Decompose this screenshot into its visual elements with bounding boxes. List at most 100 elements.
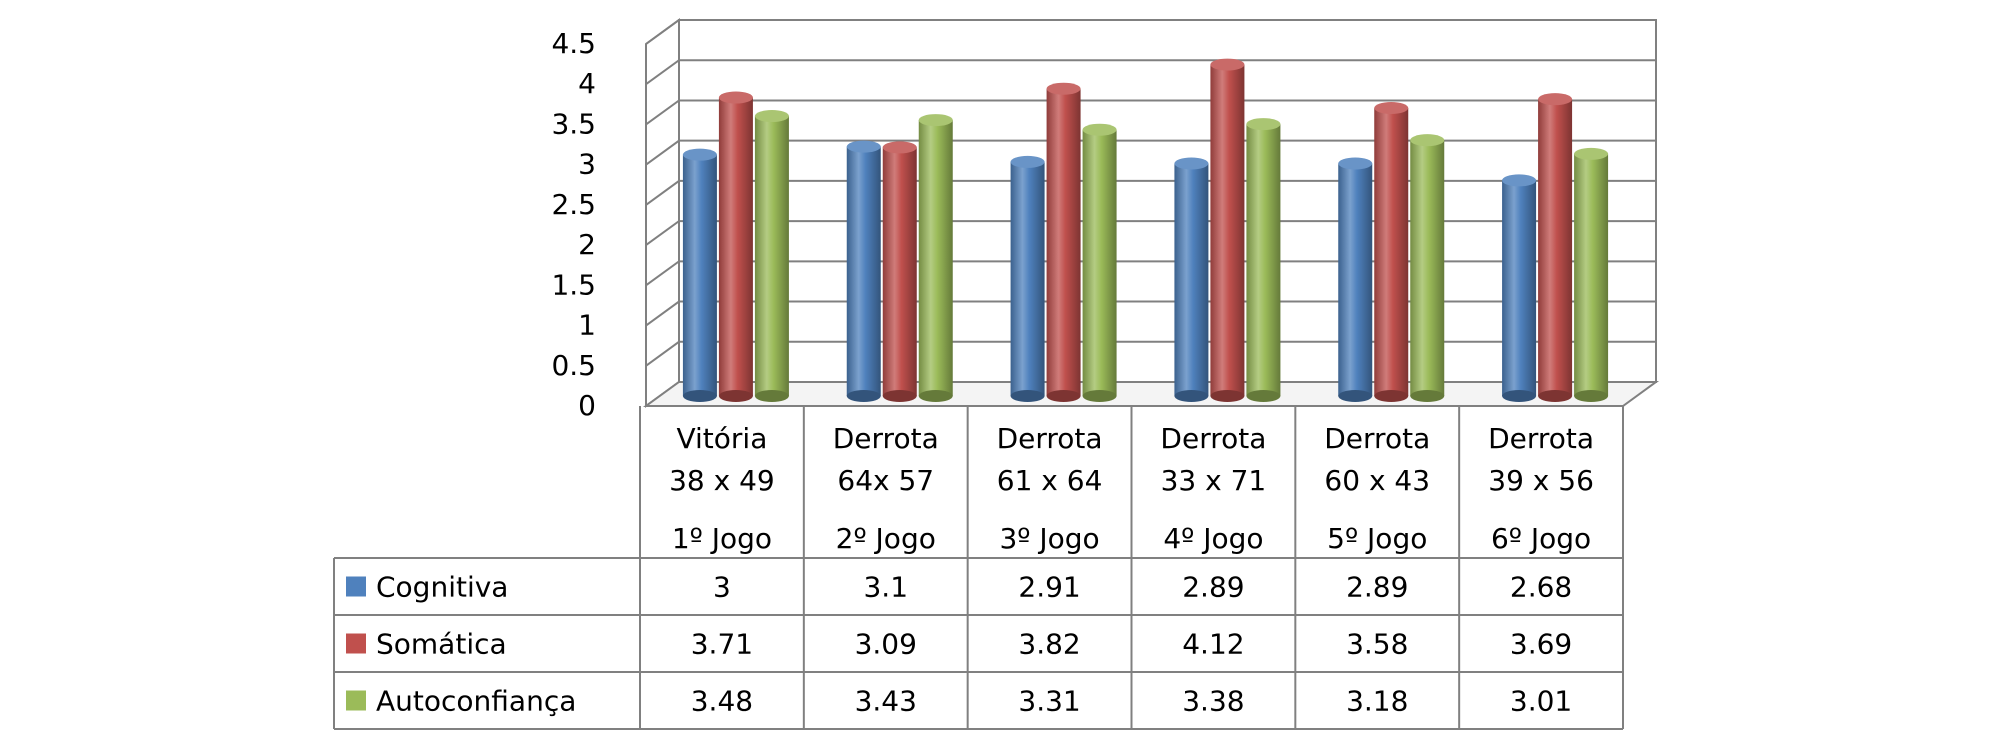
bar-cap-autoconfiança xyxy=(754,110,789,123)
bar-base-somática xyxy=(882,390,917,402)
bar-cap-cognitiva xyxy=(1010,155,1045,168)
y-tick-label: 3 xyxy=(578,148,596,181)
bar-cognitiva xyxy=(846,146,881,396)
bar-base-autoconfiança xyxy=(918,390,953,402)
bar-base-autoconfiança xyxy=(754,390,789,402)
y-tick-label: 2 xyxy=(578,228,596,261)
bar-cap-autoconfiança xyxy=(1246,118,1281,131)
x-category-label: 1º Jogo xyxy=(672,522,772,555)
x-category-label: Derrota xyxy=(997,422,1103,455)
bar-autoconfiança xyxy=(1574,153,1609,396)
legend-label: Cognitiva xyxy=(376,571,508,604)
bar-base-somática xyxy=(1374,390,1409,402)
data-value-label: 3.31 xyxy=(1018,685,1080,718)
legend-label: Autoconfiança xyxy=(376,685,576,718)
data-value-label: 4.12 xyxy=(1182,628,1244,661)
x-category-label: Derrota xyxy=(833,422,939,455)
gridline xyxy=(645,220,1656,246)
bar-autoconfiança xyxy=(1082,129,1117,396)
legend-label: Somática xyxy=(376,628,507,661)
y-tick-label: 4 xyxy=(578,67,596,100)
bar-base-somática xyxy=(718,390,753,402)
bar-somática xyxy=(882,147,917,396)
bar-base-cognitiva xyxy=(846,390,881,402)
legend-key-somática xyxy=(346,633,366,654)
bar-cap-somática xyxy=(1374,102,1409,115)
gridline xyxy=(645,340,1656,367)
bar-base-cognitiva xyxy=(1174,390,1209,402)
y-tick-label: 1 xyxy=(578,309,596,342)
bar-somática xyxy=(1210,64,1245,397)
data-value-label: 3.48 xyxy=(691,685,753,718)
bar-autoconfiança xyxy=(918,120,953,396)
bar-base-cognitiva xyxy=(1502,390,1537,402)
x-category-label: 33 x 71 xyxy=(1161,464,1267,497)
bar-somática xyxy=(718,97,753,396)
data-value-label: 3.38 xyxy=(1182,685,1244,718)
bar-cap-somática xyxy=(1046,82,1081,95)
bar-somática xyxy=(1046,88,1081,397)
x-category-label: Derrota xyxy=(1324,422,1430,455)
bar-autoconfiança xyxy=(1410,140,1445,396)
bar-base-autoconfiança xyxy=(1410,390,1445,402)
gridline xyxy=(645,59,1656,86)
bar-cognitiva xyxy=(1338,163,1373,396)
bar-cap-cognitiva xyxy=(682,148,717,161)
legend-key-autoconfiança xyxy=(346,690,366,711)
data-value-label: 3.01 xyxy=(1510,685,1572,718)
data-value-label: 3.58 xyxy=(1346,628,1408,661)
x-category-label: 2º Jogo xyxy=(836,522,936,555)
bar-cap-autoconfiança xyxy=(1082,123,1117,136)
bar-autoconfiança xyxy=(754,116,789,396)
data-value-label: 3.1 xyxy=(863,571,908,604)
y-tick-label: 1.5 xyxy=(551,268,596,301)
data-value-label: 2.91 xyxy=(1018,571,1080,604)
bar-cap-somática xyxy=(1538,93,1573,106)
x-category-label: 3º Jogo xyxy=(999,522,1099,555)
x-category-label: 61 x 64 xyxy=(997,464,1103,497)
data-value-label: 3.43 xyxy=(855,685,917,718)
bar-cap-autoconfiança xyxy=(1410,134,1445,147)
bar-cap-cognitiva xyxy=(1338,157,1373,170)
bar-cognitiva xyxy=(1010,161,1045,396)
bar-cognitiva xyxy=(1174,163,1209,396)
bar-cap-cognitiva xyxy=(1502,174,1537,187)
gridline xyxy=(645,139,1656,166)
bar-somática xyxy=(1374,108,1409,397)
gridline xyxy=(645,19,1656,45)
y-tick-label: 2.5 xyxy=(551,188,596,221)
bar-base-autoconfiança xyxy=(1246,390,1281,402)
bar-base-somática xyxy=(1210,390,1245,402)
gridline xyxy=(645,300,1656,327)
data-value-label: 3.71 xyxy=(691,628,753,661)
data-value-label: 3 xyxy=(713,571,731,604)
data-value-label: 3.09 xyxy=(855,628,917,661)
x-category-label: 6º Jogo xyxy=(1491,522,1591,555)
y-tick-label: 4.5 xyxy=(551,27,596,60)
bar-base-somática xyxy=(1538,390,1573,402)
x-category-label: Derrota xyxy=(1488,422,1594,455)
bar-base-somática xyxy=(1046,390,1081,402)
x-category-label: 38 x 49 xyxy=(669,464,775,497)
bar-cap-autoconfiança xyxy=(918,114,953,127)
x-category-label: 39 x 56 xyxy=(1488,464,1594,497)
bar-somática xyxy=(1538,99,1573,396)
x-category-label: Derrota xyxy=(1160,422,1266,455)
bar-base-autoconfiança xyxy=(1574,390,1609,402)
bar-cap-somática xyxy=(1210,58,1245,71)
gridline xyxy=(645,179,1656,206)
data-value-label: 2.89 xyxy=(1346,571,1408,604)
y-tick-label: 0 xyxy=(578,389,596,422)
x-category-label: 64x 57 xyxy=(837,464,934,497)
bar-cap-cognitiva xyxy=(846,140,881,153)
x-category-label: 5º Jogo xyxy=(1327,522,1427,555)
bar-autoconfiança xyxy=(1246,124,1281,396)
bar-cap-somática xyxy=(882,141,917,154)
x-category-label: 4º Jogo xyxy=(1163,522,1263,555)
bar-cap-cognitiva xyxy=(1174,157,1209,170)
legend-key-cognitiva xyxy=(346,576,366,597)
chart-side-wall xyxy=(645,18,680,408)
y-tick-label: 0.5 xyxy=(551,349,596,382)
